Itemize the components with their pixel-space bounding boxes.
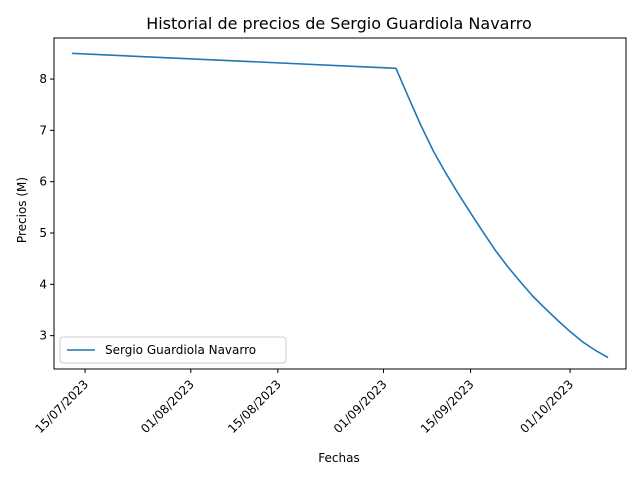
- series-layer: [71, 52, 609, 359]
- y-tick-label: 8: [39, 72, 47, 86]
- x-tick-label: 15/09/2023: [418, 377, 477, 436]
- legend: Sergio Guardiola Navarro: [59, 336, 287, 364]
- y-tick-label: 6: [39, 175, 47, 189]
- x-tick-label: 01/10/2023: [517, 377, 576, 436]
- legend-label: Sergio Guardiola Navarro: [105, 343, 256, 357]
- x-tick-label: 01/09/2023: [331, 377, 390, 436]
- y-axis-label: Precios (M): [15, 177, 29, 243]
- x-axis-label: Fechas: [318, 451, 359, 465]
- series-line: [71, 52, 609, 359]
- y-tick-label: 5: [39, 226, 47, 240]
- y-tick-label: 4: [39, 277, 47, 291]
- plot-frame: [53, 37, 627, 370]
- x-tick-label: 01/08/2023: [138, 377, 197, 436]
- x-axis: 15/07/2023 01/08/2023 15/08/2023 01/09/2023…: [32, 369, 576, 436]
- x-tick-label: 15/08/2023: [225, 377, 284, 436]
- legend-box: [59, 336, 287, 364]
- y-axis: 3 4 5 6 7 8: [39, 72, 54, 343]
- y-tick-label: 7: [39, 123, 47, 137]
- y-tick-label: 3: [39, 329, 47, 343]
- chart-title: Historial de precios de Sergio Guardiola…: [146, 14, 532, 33]
- x-tick-label: 15/07/2023: [32, 377, 91, 436]
